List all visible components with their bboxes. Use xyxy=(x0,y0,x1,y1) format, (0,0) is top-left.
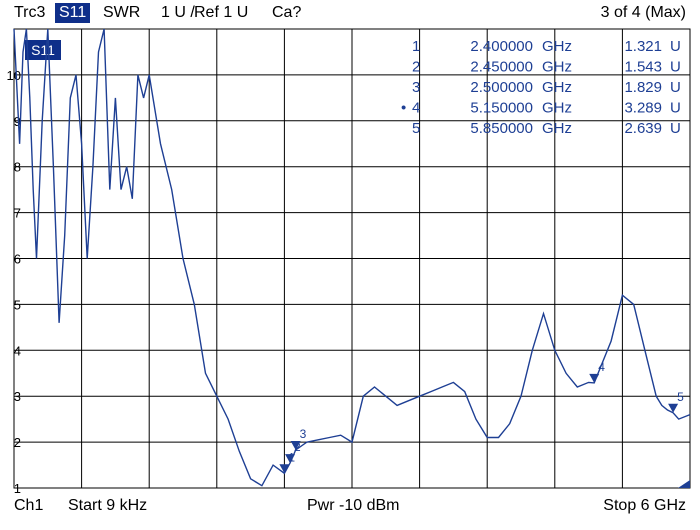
trace-tag: S11 xyxy=(31,42,55,58)
y-tick-label: 9 xyxy=(14,114,21,129)
marker-triangle-icon[interactable] xyxy=(285,454,296,464)
marker-value-unit[interactable]: U xyxy=(670,59,681,76)
marker-freq-unit[interactable]: GHz xyxy=(542,79,572,96)
marker-frequency[interactable]: 2.450000 xyxy=(470,59,533,76)
channel-label[interactable]: Ch1 xyxy=(14,497,44,514)
format-label[interactable]: SWR xyxy=(103,4,141,21)
marker-frequency[interactable]: 5.850000 xyxy=(470,120,533,137)
marker-symbols: 12345 xyxy=(279,360,684,474)
marker-triangle-icon[interactable] xyxy=(290,440,301,450)
marker-label: 5 xyxy=(677,390,684,404)
y-tick-label: 7 xyxy=(14,206,21,221)
marker-table: 1 2.400000 GHz 1.321 U 2 2.450000 GHz 1.543 U 3 2.5… xyxy=(401,38,681,137)
stop-frequency[interactable]: Stop 6 GHz xyxy=(603,497,686,514)
marker-value-unit[interactable]: U xyxy=(670,38,681,55)
marker-value[interactable]: 1.829 xyxy=(624,79,662,96)
end-corner-icon xyxy=(678,480,690,488)
marker-label: 2 xyxy=(294,440,301,454)
power-level[interactable]: Pwr -10 dBm xyxy=(307,497,400,514)
trace-count: 3 of 4 (Max) xyxy=(600,4,686,21)
marker-value[interactable]: 2.639 xyxy=(624,120,662,137)
marker-value-unit[interactable]: U xyxy=(670,120,681,137)
marker-frequency[interactable]: 2.400000 xyxy=(470,38,533,55)
marker-freq-unit[interactable]: GHz xyxy=(542,120,572,137)
marker-number[interactable]: 2 xyxy=(412,59,420,76)
y-tick-label: 8 xyxy=(14,160,21,175)
y-tick-label: 2 xyxy=(14,435,21,450)
marker-value-unit[interactable]: U xyxy=(670,100,681,117)
start-frequency[interactable]: Start 9 kHz xyxy=(68,497,148,514)
marker-frequency[interactable]: 5.150000 xyxy=(470,100,533,117)
marker-triangle-icon[interactable] xyxy=(668,403,679,413)
marker-freq-unit[interactable]: GHz xyxy=(542,59,572,76)
marker-freq-unit[interactable]: GHz xyxy=(542,100,572,117)
marker-value-unit[interactable]: U xyxy=(670,79,681,96)
marker-number[interactable]: 4 xyxy=(412,100,420,117)
marker-number[interactable]: 5 xyxy=(412,120,420,137)
y-tick-label: 10 xyxy=(7,68,21,83)
marker-triangle-icon[interactable] xyxy=(279,464,290,474)
marker-value[interactable]: 1.543 xyxy=(624,59,662,76)
y-tick-labels: 10 9 8 7 6 5 4 3 2 1 xyxy=(7,68,21,496)
trace-tag-bg xyxy=(25,40,61,60)
marker-number[interactable]: 3 xyxy=(412,79,420,96)
trace-line xyxy=(13,28,691,487)
plot-grid xyxy=(13,28,691,489)
y-tick-label: 3 xyxy=(14,389,21,404)
trace-header: Trc3 S11 SWR 1 U / Ref 1 U Ca? 3 of 4 (M… xyxy=(0,0,700,30)
marker-label: 4 xyxy=(598,360,605,374)
measurement-label[interactable]: S11 xyxy=(55,3,91,23)
marker-number[interactable]: 1 xyxy=(412,38,420,55)
y-tick-label: 6 xyxy=(14,252,21,267)
reference-label[interactable]: Ref 1 U xyxy=(194,4,249,21)
marker-value[interactable]: 1.321 xyxy=(624,38,662,55)
calibration-status: Ca? xyxy=(272,4,302,21)
marker-value[interactable]: 3.289 xyxy=(624,100,662,117)
marker-frequency[interactable]: 2.500000 xyxy=(470,79,533,96)
active-marker-dot[interactable]: • xyxy=(401,100,406,117)
y-tick-label: 4 xyxy=(14,343,21,358)
marker-label: 3 xyxy=(300,427,307,441)
scale-label[interactable]: 1 U / xyxy=(161,4,195,21)
y-tick-label: 5 xyxy=(14,297,21,312)
marker-freq-unit[interactable]: GHz xyxy=(542,38,572,55)
marker-triangle-icon[interactable] xyxy=(589,373,600,383)
trace-id[interactable]: Trc3 xyxy=(14,4,46,21)
y-tick-label: 1 xyxy=(14,481,21,496)
